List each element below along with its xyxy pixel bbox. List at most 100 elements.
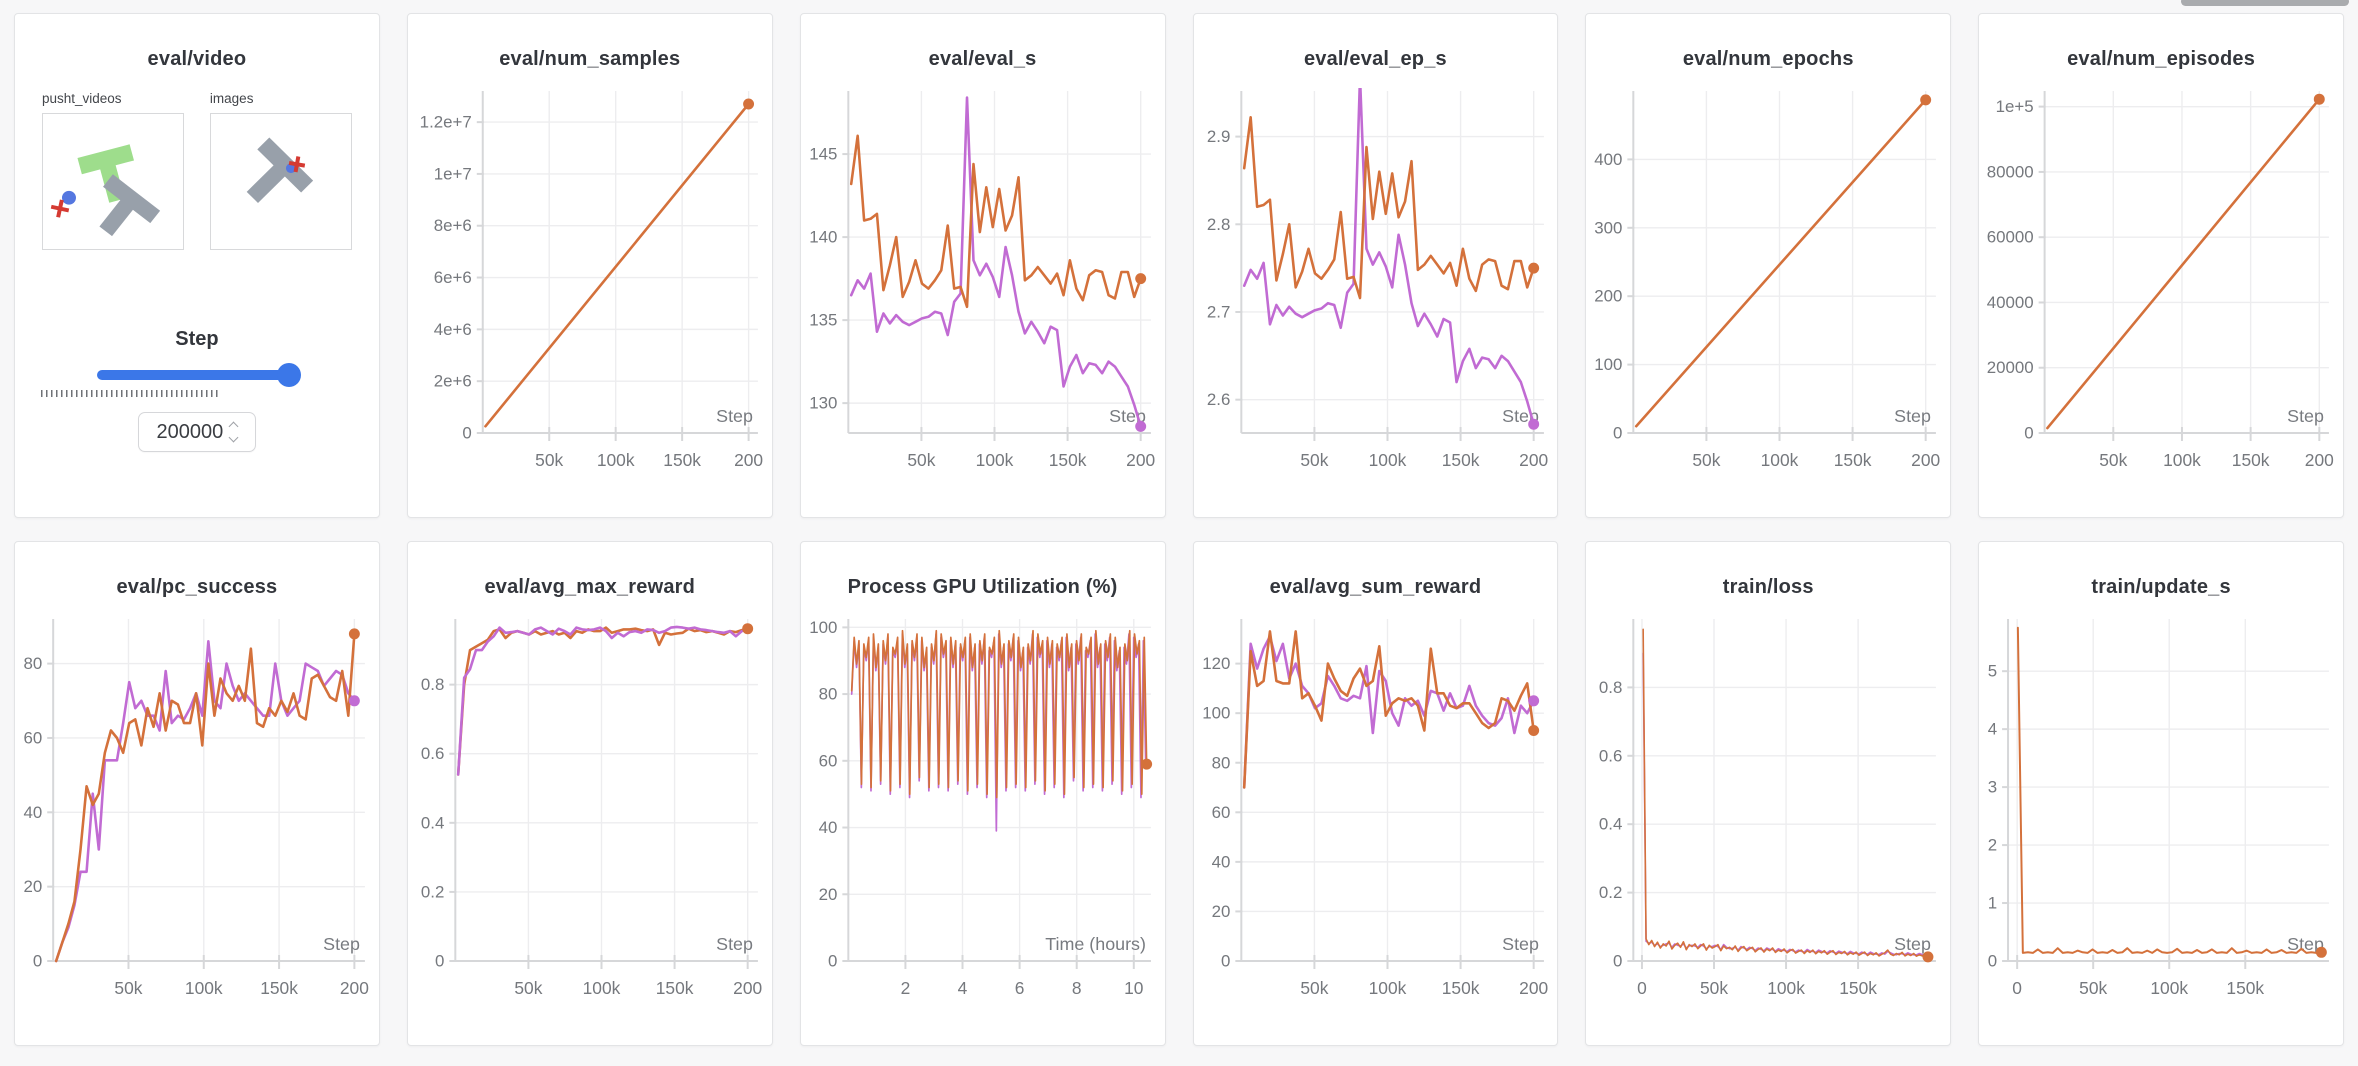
y-tick-label: 100	[809, 618, 837, 637]
y-tick-label: 40000	[1987, 293, 2034, 312]
pusht-scene-graphic	[50, 144, 161, 237]
chart-num-samples[interactable]: 0 2e+6 4e+6 6e+6 8e+6 1e+7 1.2e+7 50k 100k 150k 20…	[408, 81, 772, 483]
y-tick-label: 1e+5	[1996, 97, 2034, 116]
x-tick-label: 50k	[535, 450, 563, 470]
x-tick-label: 100k	[1368, 450, 1406, 470]
x-tick-label: 100k	[1768, 978, 1806, 998]
chart-avg-max-reward[interactable]: 0 0.2 0.4 0.6 0.8 50k 100k 150k 200 Step	[408, 609, 772, 1011]
chart-canvas[interactable]: 0 20 40 60 80 100 2 4 6 8 10 Time (hours)	[801, 609, 1165, 1011]
x-tick-label: 50k	[2079, 978, 2107, 998]
x-tick-label: 50k	[907, 450, 935, 470]
x-tick-label: 50k	[114, 978, 142, 998]
chart-canvas[interactable]: 0 2e+6 4e+6 6e+6 8e+6 1e+7 1.2e+7 50k 100k 150k 20…	[408, 81, 772, 483]
panel-title: eval/pc_success	[116, 576, 278, 598]
slider-thumb[interactable]	[276, 363, 301, 387]
x-tick-label: 100k	[597, 450, 635, 470]
x-tick-label: 200	[1126, 450, 1155, 470]
x-tick-label: 150k	[260, 978, 298, 998]
panel-title: eval/eval_s	[928, 48, 1037, 70]
y-tick-label: 60	[23, 728, 42, 747]
x-tick-label: 150k	[663, 450, 701, 470]
series-end-dot	[2313, 93, 2325, 105]
y-tick-label: 80000	[1987, 162, 2034, 181]
series-orange-run	[483, 102, 750, 428]
x-tick-label: 150k	[2232, 450, 2270, 470]
agent-dot	[285, 163, 296, 174]
chart-canvas[interactable]: 0 20000 40000 60000 80000 1e+5 50k 100k 150k 200 S…	[1979, 81, 2343, 483]
images-thumbnail[interactable]	[209, 113, 352, 250]
y-tick-label: 20	[23, 877, 42, 896]
chevron-down-icon[interactable]	[228, 432, 239, 443]
chart-train-loss[interactable]: 0 0.2 0.4 0.6 0.8 0 50k 100k 150k Step	[1586, 609, 1950, 1011]
chart-canvas[interactable]: 0 0.2 0.4 0.6 0.8 50k 100k 150k 200 Step	[408, 609, 772, 1011]
slider-track[interactable]	[96, 370, 295, 380]
chart-canvas[interactable]: 0 20 40 60 80 50k 100k 150k 200 Step	[15, 609, 379, 1011]
panel-title: eval/eval_ep_s	[1303, 48, 1447, 70]
y-tick-label: 60	[818, 751, 837, 770]
x-tick-label: 50k	[1700, 978, 1728, 998]
x-tick-label: 50k	[1300, 450, 1328, 470]
x-tick-label: 50k	[1693, 450, 1721, 470]
series-end-dot	[1527, 725, 1539, 736]
chart-canvas[interactable]: 0 0.2 0.4 0.6 0.8 0 50k 100k 150k Step	[1586, 609, 1950, 1011]
chart-eval-ep-s[interactable]: 2.6 2.7 2.8 2.9 50k 100k 150k 200 Step	[1194, 81, 1558, 483]
chart-canvas[interactable]: 0 1 2 3 4 5 0 50k 100k 150k Step	[1979, 609, 2343, 1011]
x-tick-label: 100k	[1761, 450, 1799, 470]
number-stepper-icon[interactable]	[228, 421, 239, 443]
pusht-video-thumbnail[interactable]	[42, 113, 184, 250]
y-tick-label: 0.8	[421, 675, 444, 694]
pusht-scene-graphic	[246, 137, 314, 203]
x-tick-label: 150k	[1048, 450, 1086, 470]
chart-pc-success[interactable]: 0 20 40 60 80 50k 100k 150k 200 Step	[15, 609, 379, 1011]
chart-canvas[interactable]: 0 100 200 300 400 50k 100k 150k 200 Step	[1586, 81, 1950, 483]
chart-eval-s[interactable]: 130 135 140 145 50k 100k 150k 200 Step	[801, 81, 1165, 483]
series-purple-run	[1242, 634, 1535, 789]
x-tick-label: 150k	[1840, 978, 1878, 998]
chart-num-episodes[interactable]: 0 20000 40000 60000 80000 1e+5 50k 100k 150k 200 S…	[1979, 81, 2343, 483]
series-end-dot	[1527, 418, 1539, 430]
chart-avg-sum-reward[interactable]: 0 20 40 60 80 100 120 50k 100k 150k 200 Step	[1194, 609, 1558, 1011]
y-tick-label: 0.4	[421, 813, 444, 832]
chart-num-epochs[interactable]: 0 100 200 300 400 50k 100k 150k 200 Step	[1586, 81, 1950, 483]
chart-canvas[interactable]: 0 20 40 60 80 100 120 50k 100k 150k 200 Step	[1194, 609, 1558, 1011]
series-orange-run	[1242, 630, 1535, 789]
series-orange-run	[54, 632, 356, 963]
chart-gpu-utilization[interactable]: 0 20 40 60 80 100 2 4 6 8 10 Time (hours)	[801, 609, 1165, 1011]
step-slider[interactable]	[96, 363, 301, 387]
step-number-input[interactable]: 200000	[137, 412, 256, 452]
y-tick-label: 0	[462, 423, 471, 442]
x-tick-label: 100k	[2151, 978, 2189, 998]
x-axis-title: Step	[1502, 934, 1539, 954]
y-tick-label: 0	[1988, 951, 1997, 970]
panel-eval-avg-sum-reward: eval/avg_sum_reward 0 20 40 60 80 100 120 50k 10…	[1192, 541, 1559, 1046]
y-tick-label: 300	[1595, 218, 1623, 237]
horizontal-scrollbar[interactable]	[2181, 0, 2349, 6]
chevron-up-icon[interactable]	[228, 421, 239, 432]
x-tick-label: 150k	[2227, 978, 2265, 998]
x-axis-title: Step	[1894, 934, 1931, 954]
y-tick-label: 2.6	[1206, 390, 1229, 409]
y-tick-label: 1	[1988, 894, 1997, 913]
x-tick-label: 150k	[1834, 450, 1872, 470]
x-axis-title: Step	[1894, 406, 1931, 426]
series-end-dot	[348, 695, 360, 707]
panel-eval-eval-s: eval/eval_s 130 135 140 145 50k 100k 150k 200 St…	[799, 13, 1166, 518]
x-tick-label: 100k	[185, 978, 223, 998]
y-tick-label: 5	[1988, 662, 1997, 681]
x-tick-label: 100k	[2163, 450, 2201, 470]
y-tick-label: 1e+7	[434, 164, 472, 183]
panel-train-update-s: train/update_s 0 1 2 3 4 5 0 50k 100k 150k Step	[1978, 541, 2344, 1046]
series-end-dot	[1920, 94, 1932, 106]
panel-title: Process GPU Utilization (%)	[847, 576, 1118, 598]
x-tick-label: 6	[1014, 978, 1024, 998]
chart-train-update-s[interactable]: 0 1 2 3 4 5 0 50k 100k 150k Step	[1979, 609, 2343, 1011]
slider-tick-ruler	[41, 390, 219, 397]
x-axis-title: Step	[2287, 934, 2324, 954]
media-caption: images	[209, 91, 254, 106]
x-tick-label: 50k	[2099, 450, 2127, 470]
y-tick-label: 60000	[1987, 228, 2034, 247]
y-tick-label: 0.8	[1599, 678, 1622, 697]
series-orange-run	[849, 134, 1142, 309]
